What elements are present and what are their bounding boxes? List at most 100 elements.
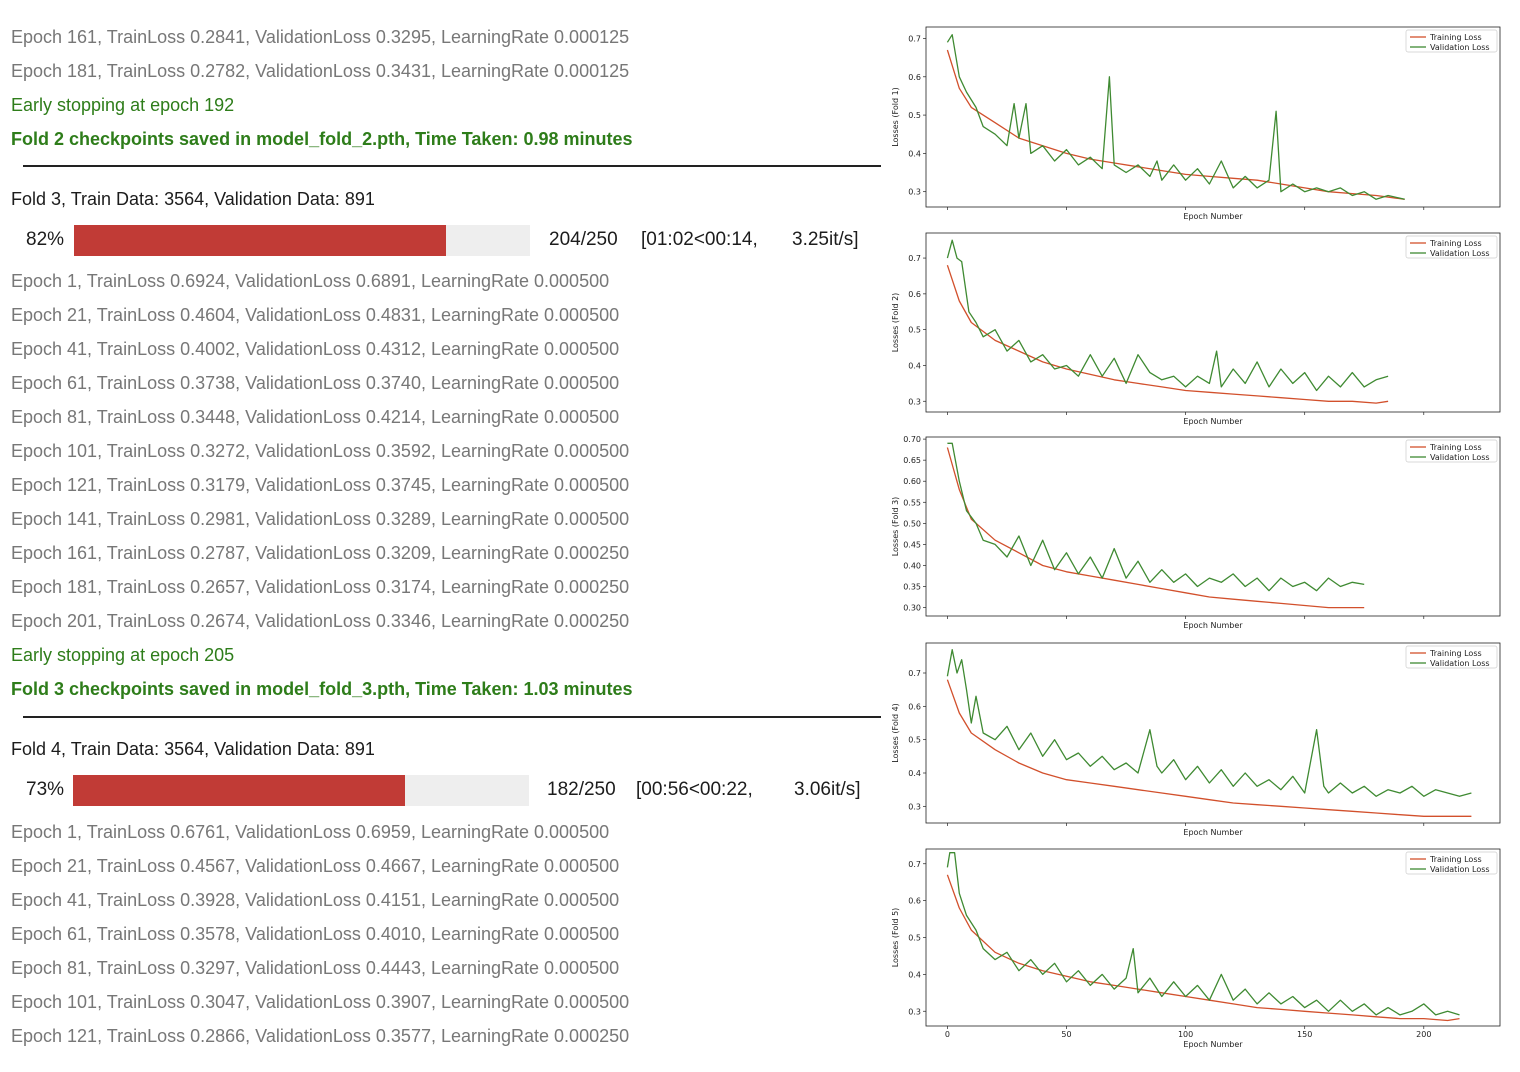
y-tick-label: 0.30: [903, 604, 921, 613]
x-tick-label: 200: [1416, 1030, 1431, 1039]
training-loss-line: [946, 874, 1460, 1022]
y-tick-label: 0.6: [908, 702, 921, 711]
loss-chart-fold-2: 0.3 0.4 0.5 0.6 0.7 Epoch Number Losses (Fold …: [885, 222, 1520, 428]
epoch-log-line: Epoch 21, TrainLoss 0.4604, ValidationLo…: [11, 305, 620, 325]
x-axis-label: Epoch Number: [1183, 828, 1243, 837]
fold-header: Fold 3, Train Data: 3564, Validation Dat…: [11, 189, 375, 209]
epoch-log-line: Epoch 121, TrainLoss 0.3179, ValidationL…: [11, 475, 630, 495]
loss-chart-fold-1-svg: 0.3 0.4 0.5 0.6 0.7 Epoch Number Losses (Fold …: [891, 26, 1501, 221]
x-axis-label: Epoch Number: [1183, 621, 1243, 630]
epoch-log-line: Epoch 101, TrainLoss 0.3047, ValidationL…: [11, 992, 630, 1012]
legend-label: Validation Loss: [1430, 865, 1490, 874]
legend-label: Training Loss: [1429, 443, 1482, 452]
plot-area: [925, 848, 1501, 1027]
legend-box: [1405, 29, 1498, 53]
progress-percent: 82%: [26, 229, 65, 250]
separator-line: [23, 716, 881, 718]
x-tick-label: 100: [1178, 1030, 1193, 1039]
epoch-log-line: Epoch 1, TrainLoss 0.6761, ValidationLos…: [11, 822, 610, 842]
y-tick-label: 0.50: [903, 519, 921, 528]
y-axis-label: Losses (Fold 4): [891, 703, 900, 763]
x-tick-label: 150: [1297, 1030, 1312, 1039]
epoch-log-line: Epoch 1, TrainLoss 0.6924, ValidationLos…: [11, 271, 610, 291]
y-tick-label: 0.35: [903, 583, 921, 592]
y-tick-label: 0.65: [903, 456, 921, 465]
legend-box: [1405, 235, 1498, 259]
epoch-log-line: Epoch 181, TrainLoss 0.2657, ValidationL…: [11, 577, 630, 597]
progress-fill: [73, 775, 405, 806]
loss-chart-fold-3-svg: 0.30 0.35 0.40 0.45 0.50 0.55 0.60 0.65 0.70 Epoc…: [891, 435, 1501, 630]
y-tick-label: 0.3: [908, 188, 921, 197]
early-stop-message: Early stopping at epoch 192: [11, 95, 235, 115]
y-tick-label: 0.7: [908, 669, 921, 678]
progress-track: [74, 225, 530, 256]
plot-area: [925, 436, 1501, 617]
checkpoint-saved-message: Fold 2 checkpoints saved in model_fold_2…: [11, 129, 633, 149]
y-axis-label: Losses (Fold 2): [891, 293, 900, 353]
validation-loss-line: [947, 442, 1365, 592]
legend-label: Validation Loss: [1430, 43, 1490, 52]
epoch-log-line: Epoch 41, TrainLoss 0.4002, ValidationLo…: [11, 339, 620, 359]
loss-chart-fold-3: 0.30 0.35 0.40 0.45 0.50 0.55 0.60 0.65 0.70 Epoc…: [885, 428, 1520, 634]
y-axis-label: Losses (Fold 1): [891, 87, 900, 147]
progress-percent: 73%: [26, 779, 65, 800]
y-tick-label: 0.55: [903, 498, 921, 507]
loss-chart-fold-5: 0.3 0.4 0.5 0.6 0.7 0 50 100 150 200 Epoch Number L…: [885, 840, 1520, 1062]
y-tick-label: 0.6: [908, 73, 921, 82]
progress-rate: 3.06it/s]: [794, 779, 861, 800]
y-tick-label: 0.60: [903, 477, 921, 486]
legend-box: [1405, 645, 1498, 669]
checkpoint-saved-message: Fold 3 checkpoints saved in model_fold_3…: [11, 679, 633, 699]
y-tick-label: 0.7: [908, 34, 921, 43]
log-line: Epoch 161, TrainLoss 0.2841, ValidationL…: [11, 27, 630, 47]
training-loss-line: [946, 49, 1405, 200]
legend-label: Validation Loss: [1430, 659, 1490, 668]
y-tick-label: 0.3: [908, 1007, 921, 1016]
y-tick-label: 0.45: [903, 540, 921, 549]
training-log-output: Epoch 161, TrainLoss 0.2841, ValidationL…: [0, 27, 885, 1046]
progress-timing: [00:56<00:22,: [636, 779, 753, 800]
progress-timing: [01:02<00:14,: [641, 229, 758, 250]
epoch-log-line: Epoch 41, TrainLoss 0.3928, ValidationLo…: [11, 890, 620, 910]
epoch-log-line: Epoch 81, TrainLoss 0.3297, ValidationLo…: [11, 958, 620, 978]
legend-box: [1405, 851, 1498, 875]
progress-bar-fold-3: 82% 204/250 [01:02<00:14, 3.25it/s]: [0, 223, 885, 257]
x-tick-label: 0: [945, 1030, 950, 1039]
loss-chart-fold-5-svg: 0.3 0.4 0.5 0.6 0.7 0 50 100 150 200 Epoch Number L…: [891, 848, 1501, 1049]
loss-chart-fold-4: 0.3 0.4 0.5 0.6 0.7 Epoch Number Losses (Fold …: [885, 634, 1520, 840]
training-loss-line: [946, 447, 1365, 609]
legend-label: Validation Loss: [1430, 249, 1490, 258]
y-tick-label: 0.5: [908, 736, 921, 745]
y-tick-label: 0.4: [908, 970, 921, 979]
separator-line: [23, 165, 881, 167]
y-tick-label: 0.6: [908, 897, 921, 906]
loss-chart-fold-2-svg: 0.3 0.4 0.5 0.6 0.7 Epoch Number Losses (Fold …: [891, 232, 1501, 426]
progress-bar-fold-4: 73% 182/250 [00:56<00:22, 3.06it/s]: [0, 773, 885, 807]
x-axis-label: Epoch Number: [1183, 212, 1243, 221]
y-tick-label: 0.7: [908, 860, 921, 869]
y-tick-label: 0.4: [908, 361, 921, 370]
y-axis-label: Losses (Fold 5): [891, 908, 900, 968]
epoch-log-line: Epoch 61, TrainLoss 0.3738, ValidationLo…: [11, 373, 620, 393]
x-axis-label: Epoch Number: [1183, 417, 1243, 426]
y-tick-label: 0.6: [908, 290, 921, 299]
legend-label: Training Loss: [1429, 33, 1482, 42]
validation-loss-line: [946, 649, 1472, 797]
y-tick-label: 0.5: [908, 934, 921, 943]
progress-count: 204/250: [549, 229, 618, 250]
loss-chart-fold-4-svg: 0.3 0.4 0.5 0.6 0.7 Epoch Number Losses (Fold …: [891, 642, 1501, 837]
plot-area: [925, 232, 1501, 413]
legend-label: Validation Loss: [1430, 453, 1490, 462]
validation-loss-line: [946, 852, 1460, 1016]
log-line: Epoch 181, TrainLoss 0.2782, ValidationL…: [11, 61, 630, 81]
y-tick-label: 0.5: [908, 326, 921, 335]
epoch-log-line: Epoch 61, TrainLoss 0.3578, ValidationLo…: [11, 924, 620, 944]
epoch-log-line: Epoch 121, TrainLoss 0.2866, ValidationL…: [11, 1026, 630, 1046]
legend-label: Training Loss: [1429, 649, 1482, 658]
x-axis-label: Epoch Number: [1183, 1040, 1243, 1049]
y-tick-label: 0.4: [908, 149, 921, 158]
legend-box: [1405, 439, 1498, 463]
loss-charts-panel: 0.3 0.4 0.5 0.6 0.7 Epoch Number Losses (Fold …: [885, 0, 1520, 1072]
legend-label: Training Loss: [1429, 855, 1482, 864]
epoch-log-line: Epoch 21, TrainLoss 0.4567, ValidationLo…: [11, 856, 620, 876]
